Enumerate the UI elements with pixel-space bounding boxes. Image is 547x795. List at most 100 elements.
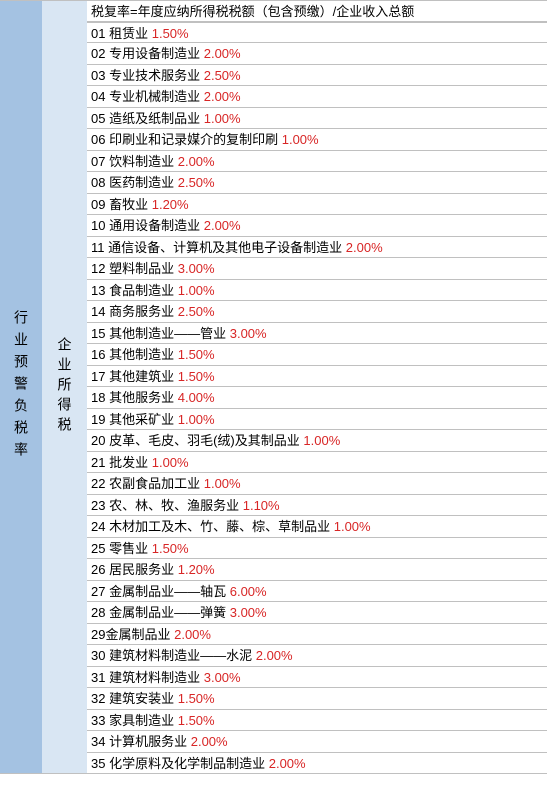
row-number: 30	[91, 648, 105, 663]
row-number: 09	[91, 197, 105, 212]
row-label: 金属制品业——弹簧	[109, 605, 226, 620]
row-rate: 2.00%	[204, 89, 241, 104]
row-number: 08	[91, 175, 105, 190]
row-label: 畜牧业	[109, 197, 148, 212]
row-number: 34	[91, 734, 105, 749]
data-column: 税复率=年度应纳所得税税额（包含预缴）/企业收入总额 01 租赁业 1.50%0…	[87, 0, 547, 774]
row-number: 06	[91, 132, 105, 147]
row-rate: 2.00%	[174, 627, 211, 642]
row-label: 食品制造业	[109, 283, 174, 298]
table-row: 08 医药制造业 2.50%	[87, 172, 547, 194]
table-row: 15 其他制造业——管业 3.00%	[87, 323, 547, 345]
row-number: 23	[91, 498, 105, 513]
table-row: 34 计算机服务业 2.00%	[87, 731, 547, 753]
row-rate: 2.00%	[204, 46, 241, 61]
category-column-2: 企业所得税	[42, 0, 87, 774]
row-number: 16	[91, 347, 105, 362]
table-row: 27 金属制品业——轴瓦 6.00%	[87, 581, 547, 603]
table-row: 07 饮料制造业 2.00%	[87, 151, 547, 173]
row-rate: 1.00%	[178, 283, 215, 298]
row-rate: 1.00%	[204, 476, 241, 491]
table-row: 11 通信设备、计算机及其他电子设备制造业 2.00%	[87, 237, 547, 259]
row-label: 医药制造业	[109, 175, 174, 190]
table-row: 10 通用设备制造业 2.00%	[87, 215, 547, 237]
row-rate: 2.00%	[178, 154, 215, 169]
row-number: 21	[91, 455, 105, 470]
row-rate: 1.20%	[152, 197, 189, 212]
header-row: 税复率=年度应纳所得税税额（包含预缴）/企业收入总额	[87, 0, 547, 22]
row-label: 造纸及纸制品业	[109, 111, 200, 126]
row-rate: 1.50%	[178, 713, 215, 728]
row-label: 其他采矿业	[109, 412, 174, 427]
row-label: 其他制造业——管业	[109, 326, 226, 341]
row-rate: 1.20%	[178, 562, 215, 577]
table-row: 31 建筑材料制造业 3.00%	[87, 667, 547, 689]
row-label: 专业机械制造业	[109, 89, 200, 104]
table-row: 01 租赁业 1.50%	[87, 22, 547, 44]
row-label: 化学原料及化学制品制造业	[109, 756, 265, 771]
row-number: 24	[91, 519, 105, 534]
table-row: 35 化学原料及化学制品制造业 2.00%	[87, 753, 547, 775]
row-label: 计算机服务业	[109, 734, 187, 749]
row-label: 其他制造业	[109, 347, 174, 362]
table-row: 13 食品制造业 1.00%	[87, 280, 547, 302]
row-label: 零售业	[109, 541, 148, 556]
table-row: 29金属制品业 2.00%	[87, 624, 547, 646]
row-number: 25	[91, 541, 105, 556]
row-number: 17	[91, 369, 105, 384]
row-number: 32	[91, 691, 105, 706]
row-number: 22	[91, 476, 105, 491]
row-label: 家具制造业	[109, 713, 174, 728]
table-row: 28 金属制品业——弹簧 3.00%	[87, 602, 547, 624]
table-row: 20 皮革、毛皮、羽毛(绒)及其制品业 1.00%	[87, 430, 547, 452]
row-rate: 2.00%	[346, 240, 383, 255]
row-rate: 3.00%	[178, 261, 215, 276]
table-row: 14 商务服务业 2.50%	[87, 301, 547, 323]
row-label: 木材加工及木、竹、藤、棕、草制品业	[109, 519, 330, 534]
row-number: 27	[91, 584, 105, 599]
table-row: 18 其他服务业 4.00%	[87, 387, 547, 409]
row-label: 皮革、毛皮、羽毛(绒)及其制品业	[109, 433, 300, 448]
table-row: 33 家具制造业 1.50%	[87, 710, 547, 732]
row-number: 33	[91, 713, 105, 728]
table-row: 02 专用设备制造业 2.00%	[87, 43, 547, 65]
row-rate: 1.00%	[303, 433, 340, 448]
row-number: 26	[91, 562, 105, 577]
table-row: 24 木材加工及木、竹、藤、棕、草制品业 1.00%	[87, 516, 547, 538]
row-label: 建筑安装业	[109, 691, 174, 706]
row-label: 通信设备、计算机及其他电子设备制造业	[108, 240, 342, 255]
table-row: 32 建筑安装业 1.50%	[87, 688, 547, 710]
row-label: 专用设备制造业	[109, 46, 200, 61]
table-row: 22 农副食品加工业 1.00%	[87, 473, 547, 495]
row-number: 35	[91, 756, 105, 771]
table-row: 21 批发业 1.00%	[87, 452, 547, 474]
row-rate: 3.00%	[230, 326, 267, 341]
row-rate: 4.00%	[178, 390, 215, 405]
row-rate: 3.00%	[230, 605, 267, 620]
row-rate: 2.50%	[204, 68, 241, 83]
row-rate: 3.00%	[204, 670, 241, 685]
row-number: 07	[91, 154, 105, 169]
row-label: 批发业	[109, 455, 148, 470]
table-row: 25 零售业 1.50%	[87, 538, 547, 560]
table-row: 03 专业技术服务业 2.50%	[87, 65, 547, 87]
table-row: 12 塑料制品业 3.00%	[87, 258, 547, 280]
row-number: 10	[91, 218, 105, 233]
category-2-label: 企业所得税	[55, 337, 75, 437]
table-row: 30 建筑材料制造业——水泥 2.00%	[87, 645, 547, 667]
row-label: 商务服务业	[109, 304, 174, 319]
table-row: 06 印刷业和记录媒介的复制印刷 1.00%	[87, 129, 547, 151]
row-number: 05	[91, 111, 105, 126]
row-label: 建筑材料制造业——水泥	[109, 648, 252, 663]
header-formula: 税复率=年度应纳所得税税额（包含预缴）/企业收入总额	[91, 4, 414, 19]
table-row: 19 其他采矿业 1.00%	[87, 409, 547, 431]
row-label: 饮料制造业	[109, 154, 174, 169]
row-number: 14	[91, 304, 105, 319]
row-number: 12	[91, 261, 105, 276]
row-rate: 1.50%	[178, 369, 215, 384]
row-number: 02	[91, 46, 105, 61]
table-row: 04 专业机械制造业 2.00%	[87, 86, 547, 108]
row-rate: 2.50%	[178, 175, 215, 190]
row-rate: 1.10%	[243, 498, 280, 513]
table-row: 16 其他制造业 1.50%	[87, 344, 547, 366]
